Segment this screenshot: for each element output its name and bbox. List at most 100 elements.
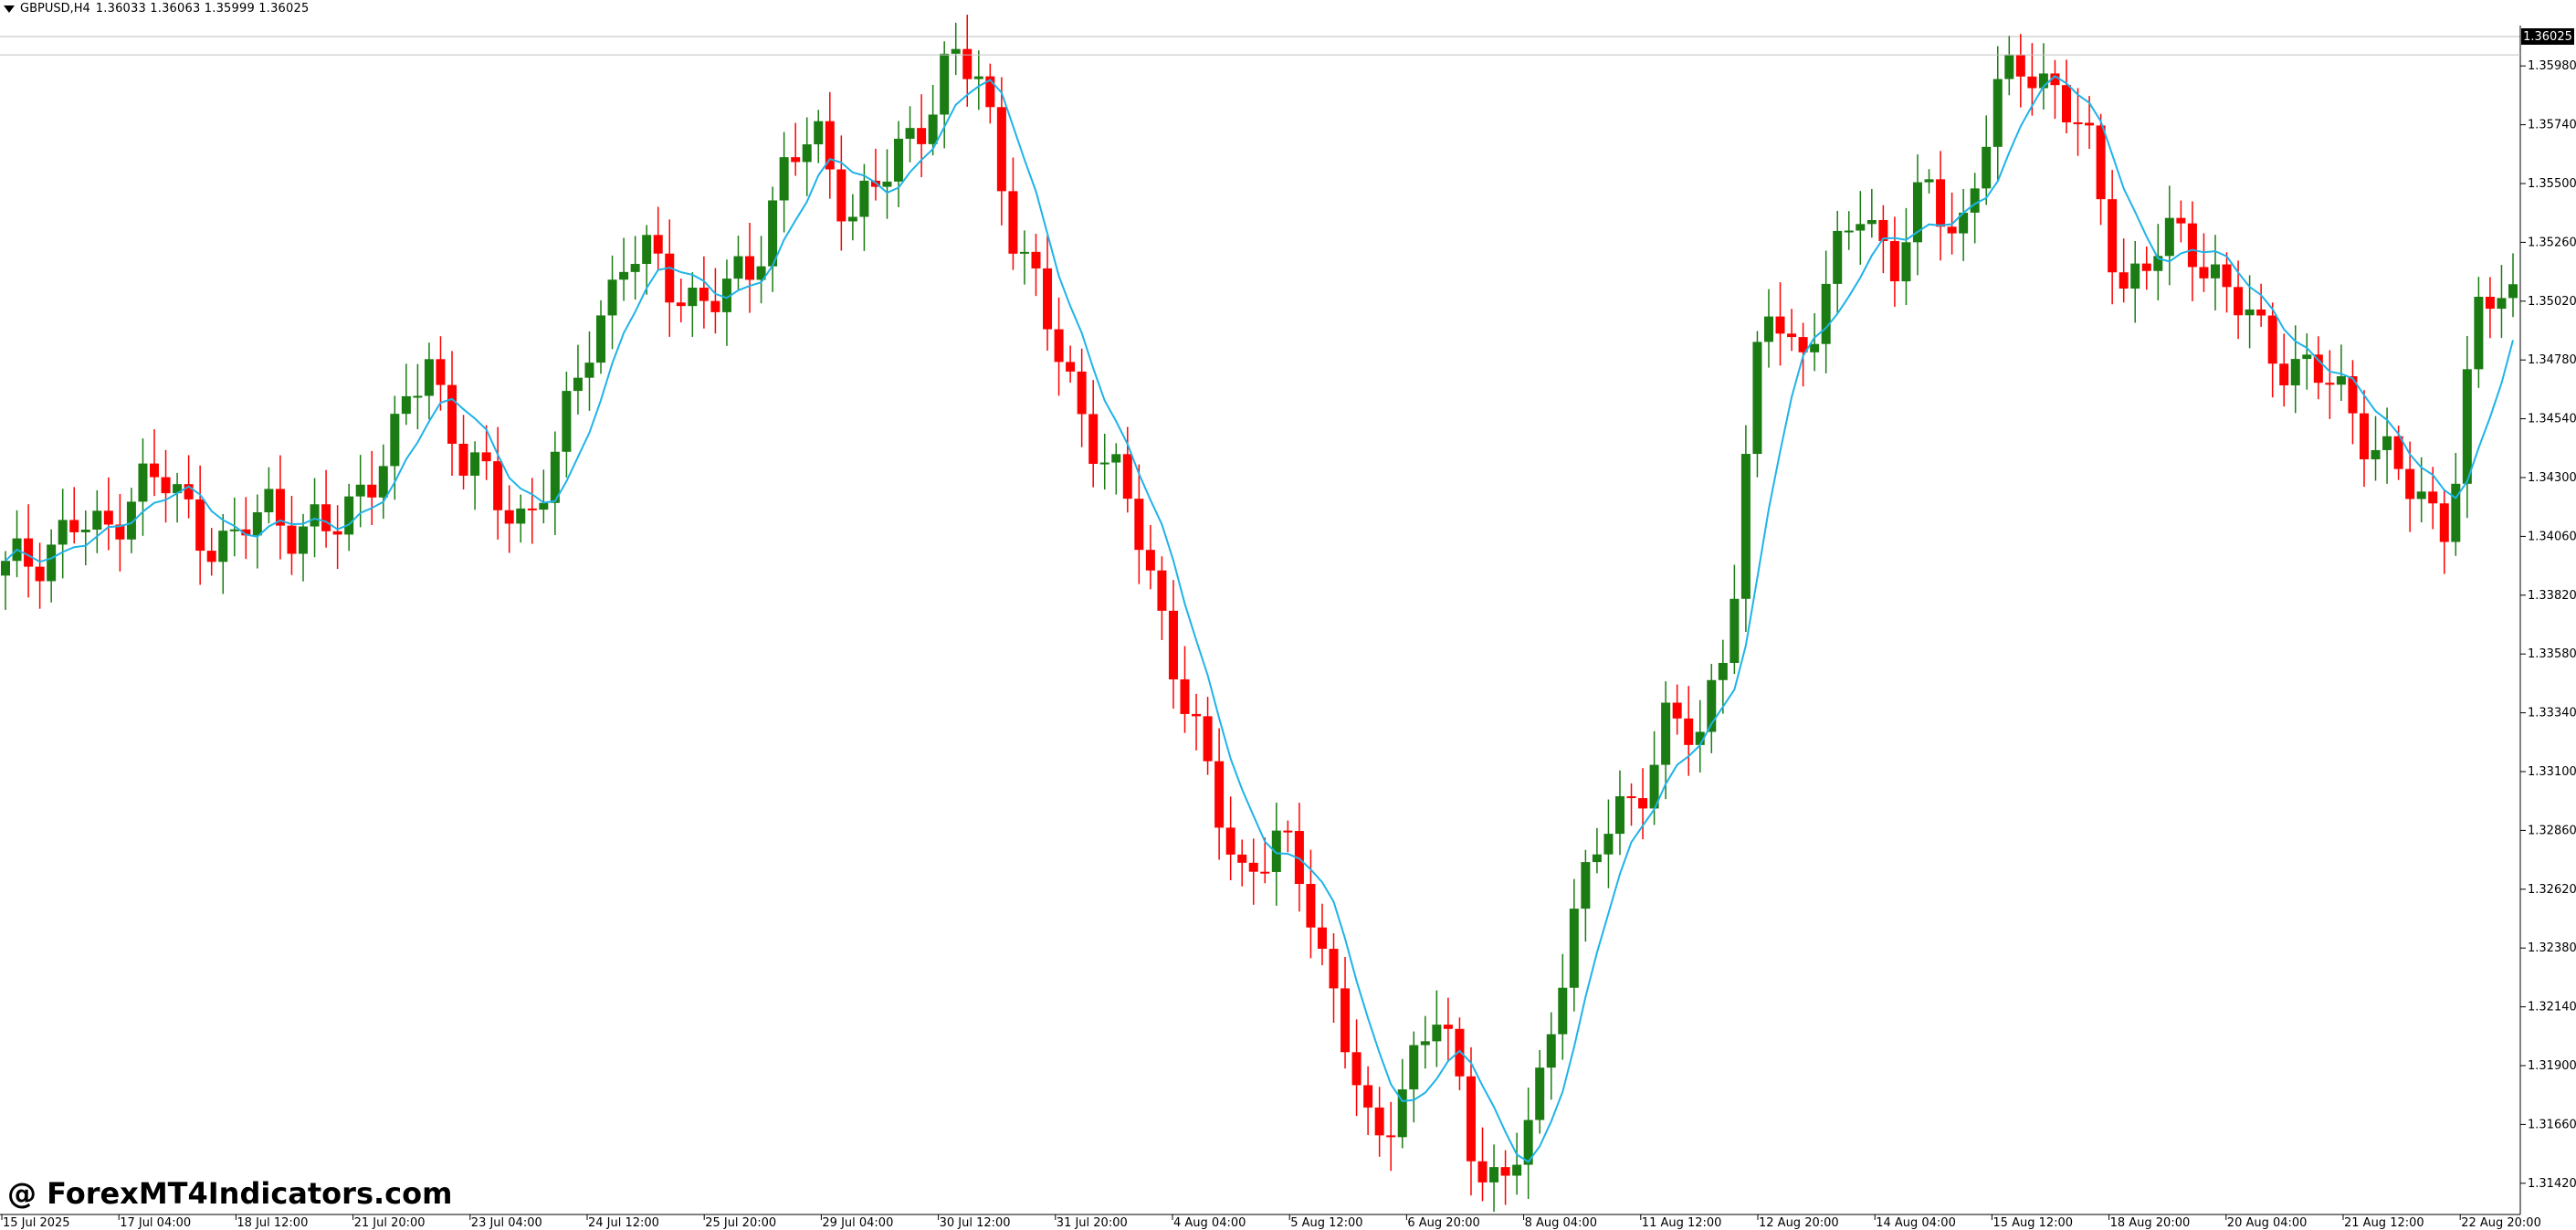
time-tick-label: 18 Jul 12:00 xyxy=(237,1216,308,1230)
bull-candle-body xyxy=(470,452,480,476)
bear-candle-body xyxy=(1787,333,1797,338)
bull-candle-body xyxy=(573,377,583,392)
bear-candle-body xyxy=(1351,1052,1362,1086)
price-tick-label: 1.35740 xyxy=(2528,119,2576,132)
bear-candle-body xyxy=(2096,125,2106,200)
bear-candle-body xyxy=(2313,354,2323,384)
bull-candle-body xyxy=(2302,354,2312,360)
bull-candle-body xyxy=(1432,1025,1442,1042)
bull-candle-body xyxy=(355,484,365,497)
bear-candle-body xyxy=(1225,827,1235,855)
bear-candle-body xyxy=(1775,316,1785,334)
bull-candle-body xyxy=(218,531,228,562)
bull-candle-body xyxy=(2004,54,2014,79)
bear-candle-body xyxy=(1168,610,1178,680)
bull-candle-body xyxy=(642,235,652,265)
bull-candle-body xyxy=(229,529,239,531)
bear-candle-body xyxy=(1341,988,1351,1053)
bull-candle-body xyxy=(1,561,10,576)
bull-candle-body xyxy=(2038,73,2048,89)
ohlc-readout: 1.36033 1.36063 1.35999 1.36025 xyxy=(95,1,310,16)
bull-candle-body xyxy=(401,395,411,415)
bull-candle-body xyxy=(2153,256,2163,271)
bull-candle-body xyxy=(905,128,915,139)
bear-candle-body xyxy=(1936,179,1946,227)
price-tick-label: 1.33340 xyxy=(2528,707,2576,720)
bear-candle-body xyxy=(2428,491,2438,504)
bull-candle-body xyxy=(973,76,983,79)
bull-candle-body xyxy=(1397,1089,1407,1138)
bear-candle-body xyxy=(1374,1107,1384,1136)
bull-candle-body xyxy=(2210,264,2220,279)
bull-candle-body xyxy=(1833,230,1843,284)
bear-candle-body xyxy=(1122,454,1132,499)
bear-candle-body xyxy=(206,551,216,562)
bear-candle-body xyxy=(241,529,251,536)
bull-candle-body xyxy=(1718,662,1728,680)
bear-candle-body xyxy=(1466,1076,1476,1162)
bull-candle-body xyxy=(1271,830,1281,872)
bull-candle-body xyxy=(756,266,766,280)
bear-candle-body xyxy=(917,128,927,144)
bull-candle-body xyxy=(1111,454,1121,463)
bear-candle-body xyxy=(836,169,846,222)
bull-candle-body xyxy=(2290,359,2300,386)
price-tick-label: 1.32860 xyxy=(2528,824,2576,837)
price-tick-label: 1.35500 xyxy=(2528,177,2576,191)
bear-candle-body xyxy=(2061,85,2071,122)
bear-candle-body xyxy=(2222,264,2232,288)
bull-candle-body xyxy=(2462,369,2472,484)
collapse-triangle-icon[interactable] xyxy=(4,5,15,13)
bull-candle-body xyxy=(1695,731,1705,745)
bull-candle-body xyxy=(847,216,857,222)
bull-candle-body xyxy=(1730,598,1740,663)
bear-candle-body xyxy=(1260,871,1270,874)
bear-candle-body xyxy=(1214,761,1225,828)
bull-candle-body xyxy=(1844,230,1854,233)
bear-candle-body xyxy=(436,359,446,385)
bear-candle-body xyxy=(527,508,537,510)
bull-candle-body xyxy=(607,279,617,316)
bull-candle-body xyxy=(1970,188,1980,213)
bear-candle-body xyxy=(1283,830,1293,833)
bear-candle-body xyxy=(1798,337,1808,352)
bear-candle-body xyxy=(1317,927,1327,950)
bear-candle-body xyxy=(275,489,285,526)
bull-candle-body xyxy=(2508,284,2518,299)
bull-candle-body xyxy=(1099,462,1109,465)
bear-candle-body xyxy=(1947,226,1957,234)
bear-candle-body xyxy=(2234,287,2244,316)
moving-average-line xyxy=(5,75,2514,1163)
bull-candle-body xyxy=(721,279,731,312)
time-tick-label: 4 Aug 04:00 xyxy=(1173,1216,1246,1230)
bull-candle-body xyxy=(539,502,549,510)
bull-candle-body xyxy=(584,363,594,378)
bull-candle-body xyxy=(951,48,961,54)
bear-candle-body xyxy=(2439,503,2449,542)
bull-candle-body xyxy=(1558,987,1568,1035)
bull-candle-body xyxy=(940,53,950,115)
bull-candle-body xyxy=(1763,316,1773,342)
time-tick-label: 8 Aug 04:00 xyxy=(1525,1216,1597,1230)
bull-candle-body xyxy=(299,526,309,554)
symbol-label: GBPUSD,H4 xyxy=(20,1,90,16)
bear-candle-body xyxy=(1192,713,1202,717)
bull-candle-body xyxy=(1707,679,1717,732)
bull-candle-body xyxy=(1512,1164,1522,1176)
bull-candle-body xyxy=(2497,298,2507,310)
bear-candle-body xyxy=(1477,1161,1488,1183)
bull-candle-body xyxy=(138,463,148,502)
bear-candle-body xyxy=(2073,121,2083,124)
bear-candle-body xyxy=(367,484,377,498)
bull-candle-body xyxy=(779,157,789,201)
price-tick-label: 1.35020 xyxy=(2528,295,2576,309)
bull-candle-body xyxy=(1810,343,1820,352)
bull-candle-body xyxy=(2451,483,2461,542)
bear-candle-body xyxy=(1237,854,1247,863)
bull-candle-body xyxy=(1866,219,1877,225)
bear-candle-body xyxy=(1008,191,1018,254)
bear-candle-body xyxy=(2141,263,2151,271)
bear-candle-body xyxy=(1638,798,1648,809)
